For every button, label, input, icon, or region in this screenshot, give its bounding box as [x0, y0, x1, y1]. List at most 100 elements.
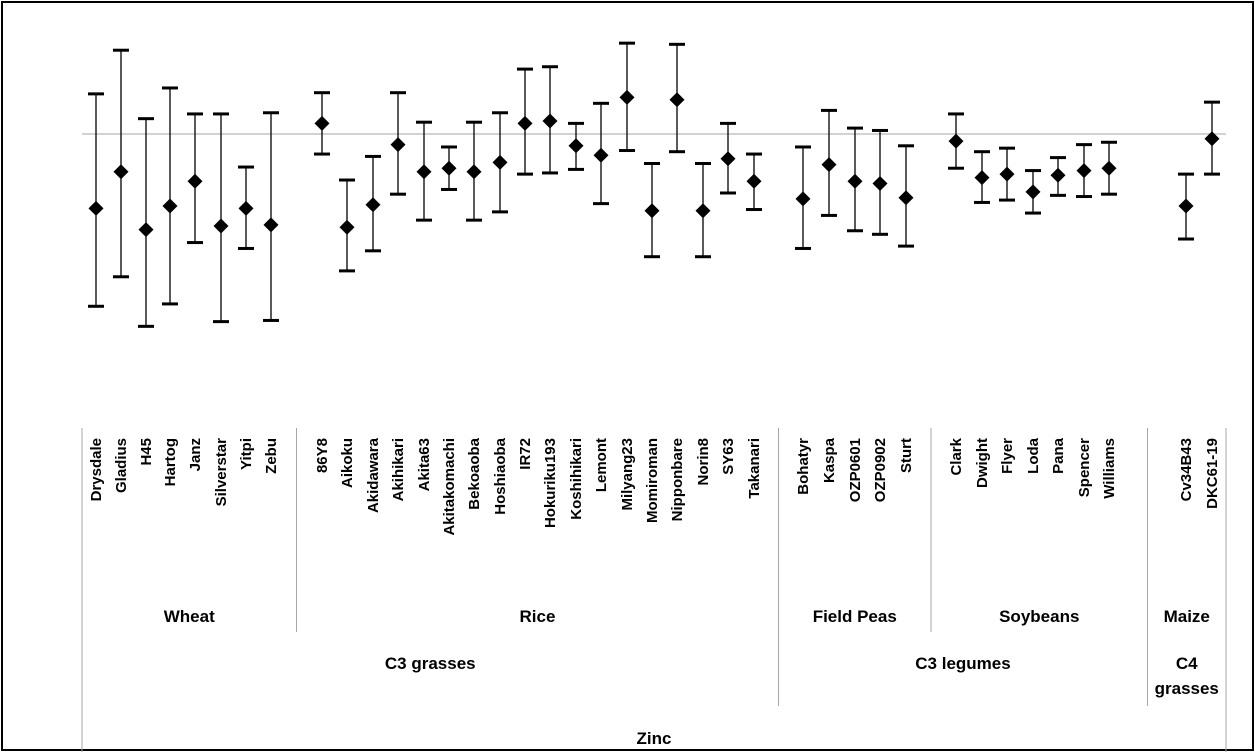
diamond-marker [88, 200, 104, 216]
ticks-layer: Drysdale Gladius H45 Hartog Janz Silverstar Yi… [88, 437, 1221, 535]
data-point-drysdale [88, 92, 104, 308]
diamond-marker [568, 138, 584, 154]
tick-label-dwight: Dwight [974, 438, 991, 488]
tick-label-yitpi: Yitpi [238, 438, 255, 470]
data-point-ozp0902 [872, 128, 888, 236]
data-point-norin8 [695, 162, 711, 259]
diamond-marker [644, 203, 660, 219]
diamond-marker [314, 115, 330, 131]
tick-label-kaspa: Kaspa [821, 437, 838, 483]
tick-label-zebu: Zebu [263, 438, 280, 474]
diamond-marker [441, 160, 457, 176]
diamond-marker [263, 217, 279, 233]
diamond-marker [898, 190, 914, 206]
data-point-dwight [974, 150, 990, 204]
diamond-marker [593, 147, 609, 163]
tick-label-akidawara: Akidawara [365, 437, 382, 513]
diamond-marker [162, 198, 178, 214]
tick-label-gladius: Gladius [113, 438, 130, 493]
tick-label-momiroman: Momiroman [644, 438, 661, 523]
data-point-flyer [999, 146, 1015, 202]
data-point-williams [1101, 140, 1117, 196]
tick-label-norin8: Norin8 [695, 438, 712, 486]
group-label-c3-legumes: C3 legumes [915, 654, 1010, 673]
data-point-sy63 [720, 121, 736, 195]
group-label-maize: Maize [1164, 607, 1210, 626]
tick-label-pana: Pana [1050, 437, 1067, 474]
data-point-lemont [593, 101, 609, 206]
tick-label-cv34b43: Cv34B43 [1178, 438, 1195, 501]
data-point-nipponbare [669, 42, 685, 154]
diamond-marker [492, 154, 508, 170]
data-point-bohatyr [795, 145, 811, 250]
tick-label-bekoaoba: Bekoaoba [466, 437, 483, 509]
diamond-marker [238, 200, 254, 216]
diamond-marker [1076, 163, 1092, 179]
tick-label-koshihikari: Koshihikari [568, 438, 585, 520]
diamond-marker [1050, 167, 1066, 183]
tick-label-silverstar: Silverstar [213, 438, 230, 507]
data-point-zebu [263, 111, 279, 322]
diamond-marker [339, 219, 355, 235]
group-label-wheat: Wheat [164, 607, 215, 626]
tick-label-bohatyr: Bohatyr [795, 438, 812, 495]
data-point-yitpi [238, 165, 254, 250]
data-point-gladius [113, 48, 129, 279]
diamond-marker [187, 173, 203, 189]
tick-label-hokuriku193: Hokuriku193 [542, 438, 559, 528]
tick-label-sturt: Sturt [898, 438, 915, 473]
tick-label-lemont: Lemont [593, 438, 610, 492]
group-label-zinc: Zinc [637, 729, 672, 748]
diamond-marker [619, 89, 635, 105]
diamond-marker [1204, 131, 1220, 147]
data-point-akitakomachi [441, 145, 457, 191]
data-point-sturt [898, 144, 914, 248]
tick-label-flyer: Flyer [999, 438, 1016, 474]
data-point-h45 [138, 117, 154, 328]
diamond-marker [138, 222, 154, 238]
data-point-loda [1025, 169, 1041, 215]
data-point-dkc61-19 [1204, 100, 1220, 176]
diamond-marker [1178, 198, 1194, 214]
data-point-clark [948, 112, 964, 170]
groups-layer: Wheat Rice Field Peas Soybeans Maize C3 grass… [81, 428, 1227, 752]
tick-label-h45: H45 [138, 438, 155, 466]
diamond-marker [746, 173, 762, 189]
data-point-hokuriku193 [542, 65, 558, 175]
data-point-akidawara [365, 154, 381, 253]
data-point-akita63 [416, 120, 432, 222]
data-point-janz [187, 112, 203, 245]
diamond-marker [847, 173, 863, 189]
data-point-aikoku [339, 178, 355, 273]
data-point-pana [1050, 156, 1066, 197]
tick-label-hoshiaoba: Hoshiaoba [492, 437, 509, 514]
diamond-marker [466, 164, 482, 180]
group-label-field-peas: Field Peas [813, 607, 897, 626]
tick-label-drysdale: Drysdale [88, 438, 105, 501]
group-label-c4-grasses: C4 [1176, 654, 1198, 673]
diamond-marker [517, 115, 533, 131]
data-point-bekoaoba [466, 120, 482, 222]
diamond-marker [365, 197, 381, 213]
tick-label-hartog: Hartog [162, 438, 179, 486]
tick-label-spencer: Spencer [1076, 438, 1093, 497]
diamond-marker [1101, 160, 1117, 176]
data-point-cv34b43 [1178, 172, 1194, 241]
diamond-marker [213, 218, 229, 234]
marks-layer [88, 41, 1220, 328]
data-point-kaspa [821, 108, 837, 217]
diamond-marker [695, 203, 711, 219]
data-point-momiroman [644, 162, 660, 259]
diamond-marker [1025, 184, 1041, 200]
tick-label-dkc61-19: DKC61-19 [1204, 438, 1221, 509]
tick-label-ozp0902: OZP0902 [872, 438, 889, 502]
tick-label-sy63: SY63 [720, 438, 737, 475]
diamond-marker [720, 151, 736, 167]
diamond-marker [113, 164, 129, 180]
tick-label-milyang23: Milyang23 [619, 438, 636, 511]
diamond-marker [416, 164, 432, 180]
diamond-marker [542, 113, 558, 129]
diamond-marker [795, 191, 811, 207]
